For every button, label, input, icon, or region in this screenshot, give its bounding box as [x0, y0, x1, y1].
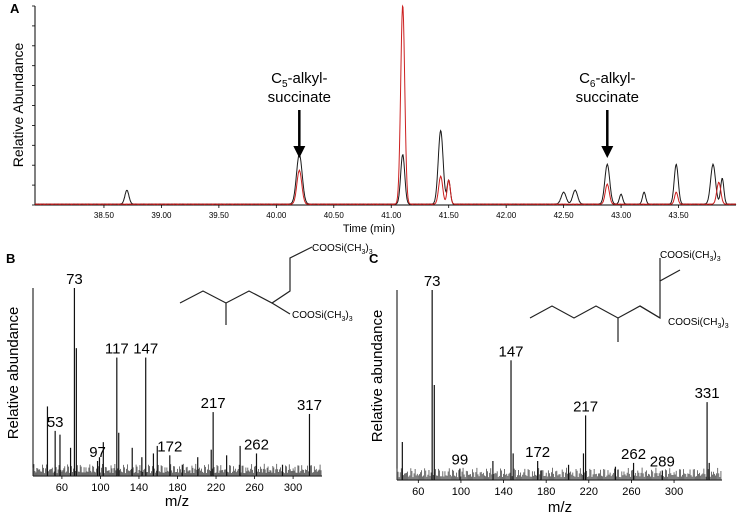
- annotation-compound-line2: succinate: [268, 89, 331, 106]
- spectrum-b-peak-label: 317: [297, 397, 322, 414]
- spectrum-c-peak-label: 73: [424, 273, 441, 290]
- chromatogram-x-tick-label: 42.50: [554, 211, 575, 220]
- chromatogram-x-tick-label: 38.50: [94, 211, 115, 220]
- spectrum-c-peak-label: 331: [695, 385, 720, 402]
- spectrum-b-peak-label: 73: [66, 271, 83, 288]
- annotation-compound-line2: succinate: [576, 89, 639, 106]
- spectrum-c-x-label: m/z: [548, 499, 572, 516]
- panel-label-c: C: [369, 251, 379, 266]
- annotation-compound-line1: C5-alkyl-: [271, 70, 327, 90]
- chromatogram-x-tick-label: 43.50: [669, 211, 690, 220]
- annotation-arrow-head: [601, 146, 614, 158]
- spectrum-b-peak-label: 147: [133, 341, 158, 358]
- spectrum-c-y-label: Relative abundance: [369, 310, 386, 443]
- spectrum-c-x-tick-label: 60: [412, 486, 424, 498]
- mass-spectrum-b: Relative abundance m/z 60 100 140 180 220 260…: [5, 243, 373, 510]
- structure-b-chain: [179, 246, 313, 304]
- chromatogram-x-label: Time (min): [343, 223, 395, 235]
- chromatogram-x-tick-label: 40.50: [324, 211, 345, 220]
- spectrum-c-x-tick-label: 180: [537, 486, 555, 498]
- chromatogram-trace-red: [34, 4, 736, 206]
- spectrum-b-x-tick-label: 300: [284, 482, 302, 494]
- spectrum-b-peak-label: 117: [105, 341, 129, 358]
- spectrum-b-peak-label: 172: [157, 438, 182, 455]
- spectrum-c-peak-label: 99: [452, 452, 469, 469]
- spectrum-c-peak-labels: 73 147 217 331 99 172 262 289: [424, 273, 720, 471]
- spectrum-c-peak-label: 147: [499, 343, 524, 360]
- chromatogram-traces: [34, 4, 737, 206]
- spectrum-b-peak-label: 97: [89, 444, 106, 461]
- panel-label-a: A: [10, 1, 20, 16]
- structure-b-label-bottom: COOSi(CH3)3: [292, 310, 353, 323]
- annotation-arrow-head: [293, 146, 306, 158]
- structure-c-label-top: COOSi(CH3)3: [660, 250, 721, 263]
- spectrum-c-x-tick-label: 220: [580, 486, 598, 498]
- spectrum-c-peak-label: 217: [573, 398, 598, 415]
- spectrum-b-x-tick-label: 180: [168, 482, 186, 494]
- spectrum-b-peak-label: 53: [47, 414, 64, 431]
- structure-c-label-bottom: COOSi(CH3)3: [668, 317, 729, 330]
- spectrum-b-peak-label: 262: [244, 436, 269, 453]
- spectrum-b-x-tick-label: 60: [56, 482, 68, 494]
- structure-c-ester-bond: [639, 305, 661, 319]
- annotation-compound-line1: C6-alkyl-: [579, 70, 635, 90]
- chromatogram-x-tick-label: 43.00: [611, 211, 632, 220]
- chromatogram-x-tick-label: 39.00: [151, 211, 172, 220]
- spectrum-c-x-tick-label: 260: [622, 486, 640, 498]
- spectrum-b-peaks: [32, 288, 322, 476]
- spectrum-c-peak-label: 289: [650, 454, 675, 471]
- chromatogram-x-tick-label: 42.00: [496, 211, 517, 220]
- mass-spectrum-c: Relative abundance m/z 60 100 140 180 220 260…: [369, 250, 729, 516]
- chromatogram-x-tick-label: 39.50: [209, 211, 230, 220]
- panel-label-b: B: [6, 251, 15, 266]
- chromatogram-x-tick-label: 41.00: [381, 211, 402, 220]
- spectrum-b-peak-label: 217: [201, 395, 226, 412]
- spectrum-b-x-tick-label: 100: [91, 482, 109, 494]
- spectrum-c-x-tick-label: 140: [494, 486, 512, 498]
- spectrum-c-x-tick-label: 300: [665, 486, 683, 498]
- spectrum-b-structure: COOSi(CH3)3 COOSi(CH3)3: [179, 243, 373, 325]
- chromatogram-x-tick-label: 41.50: [439, 211, 460, 220]
- spectrum-c-x-tick-label: 100: [452, 486, 470, 498]
- structure-b-label-top: COOSi(CH3)3: [312, 243, 373, 256]
- spectrum-c-peak-label: 172: [525, 444, 550, 461]
- spectrum-b-y-label: Relative abundance: [5, 307, 22, 440]
- chromatogram-panel: Relative Abundance Time (min) 38.50 39.00…: [10, 4, 737, 235]
- spectrum-b-x-tick-label: 260: [245, 482, 263, 494]
- spectrum-c-peak-label: 262: [621, 446, 646, 463]
- spectrum-b-x-tick-label: 140: [130, 482, 148, 494]
- spectrum-b-x-tick-label: 220: [207, 482, 225, 494]
- chromatogram-y-label: Relative Abundance: [10, 43, 26, 168]
- chromatogram-trace-black: [34, 129, 737, 206]
- spectrum-c-structure: COOSi(CH3)3 COOSi(CH3)3: [529, 250, 729, 342]
- structure-c-chain: [529, 269, 681, 320]
- structure-b-ester-bond: [271, 302, 291, 315]
- spectrum-b-x-label: m/z: [165, 493, 189, 510]
- chromatogram-x-tick-label: 40.00: [266, 211, 287, 220]
- spectrum-b-peak-labels: 73 117 147 217 317 53 97 172 262: [47, 271, 322, 461]
- chromatogram-axes: 38.50 39.00 39.50 40.00 40.50 41.00 41.50 42.00…: [32, 5, 736, 220]
- spectrum-c-peaks: [396, 290, 722, 480]
